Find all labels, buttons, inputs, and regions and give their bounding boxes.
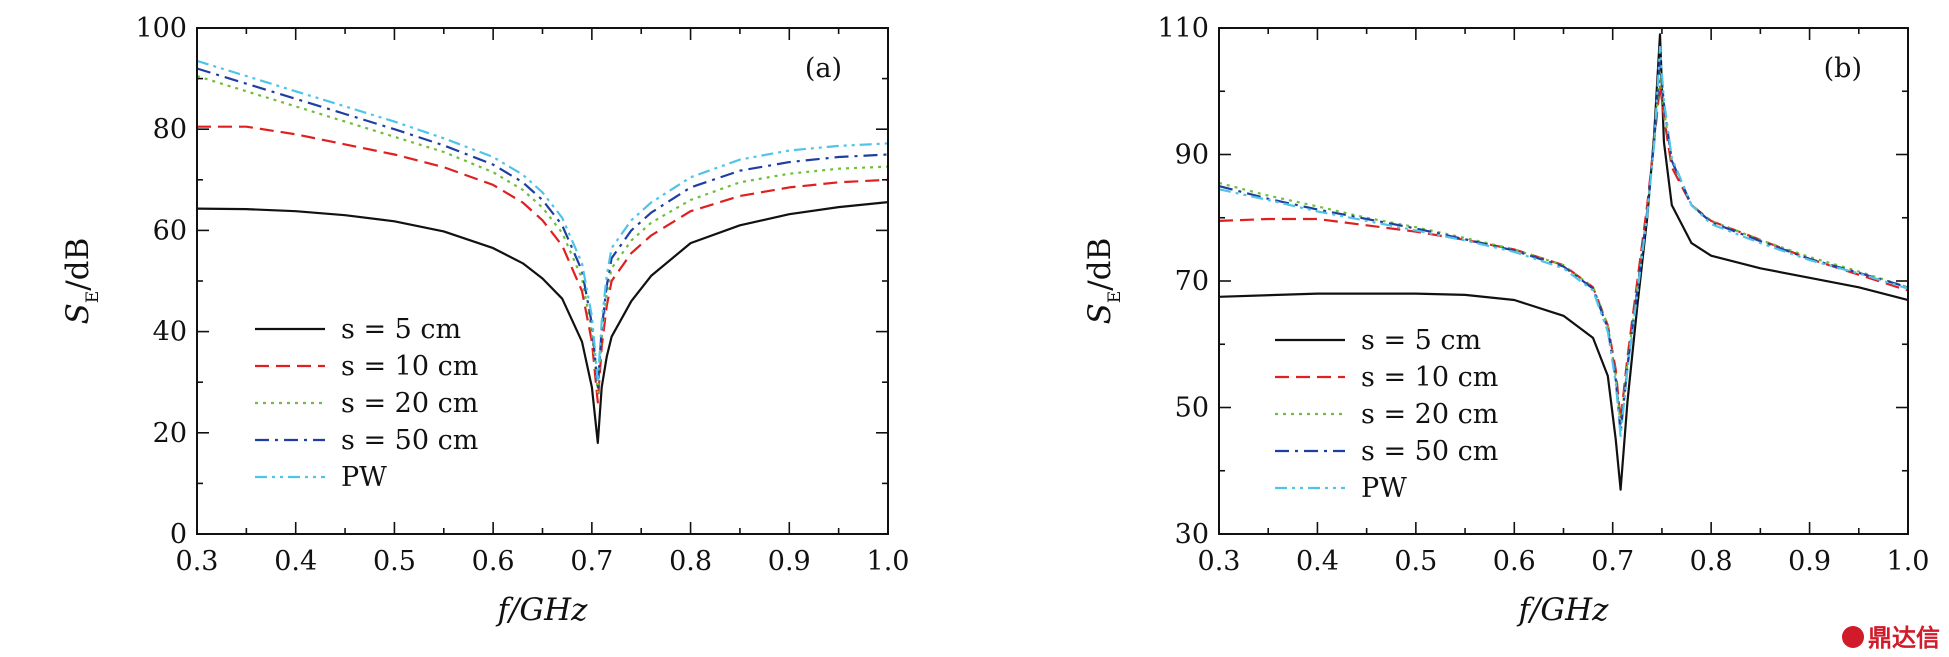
y-tick-label: 80 (153, 114, 187, 145)
y-tick-label: 110 (1157, 13, 1209, 44)
x-tick-label: 0.7 (570, 546, 613, 577)
series-line-1 (197, 125, 888, 404)
watermark-text: 鼎达信 (1868, 624, 1940, 652)
watermark-logo: 鼎达信 (1842, 624, 1940, 652)
legend-label: s = 5 cm (1361, 325, 1481, 356)
y-tick-label: 0 (170, 519, 187, 550)
legend-label: s = 10 cm (1361, 362, 1498, 393)
x-tick-label: 0.8 (669, 546, 712, 577)
series-line-4 (197, 59, 888, 384)
panel-a: 0.3 0.4 0.5 0.6 0.7 0.8 0.9 1.0 0 20 40 60 80 100 f/GH… (60, 13, 909, 628)
x-tick-label: 0.4 (274, 546, 317, 577)
x-tick-label: 0.3 (1198, 546, 1241, 577)
panel-b: 0.3 0.4 0.5 0.6 0.7 0.8 0.9 1.0 30 50 70 90 110 f/GHz… (1082, 13, 1929, 628)
y-axis-title: SE/dB (60, 238, 103, 325)
y-tick-label: 40 (153, 317, 187, 348)
legend-label: PW (341, 462, 387, 493)
panel-tag: (b) (1824, 53, 1862, 84)
legend: s = 5 cm s = 10 cm s = 20 cm s = 50 cm PW (1275, 325, 1498, 504)
y-tick-label: 60 (153, 215, 187, 246)
x-tick-label: 1.0 (867, 546, 910, 577)
x-tick-label: 0.7 (1591, 546, 1634, 577)
x-tick-label: 0.9 (768, 546, 811, 577)
legend-label: PW (1361, 473, 1407, 504)
series-line-1 (1219, 83, 1908, 422)
x-tick-label: 0.4 (1296, 546, 1339, 577)
watermark-logo-icon (1842, 626, 1864, 648)
x-axis-title: f/GHz (495, 592, 588, 628)
y-tick-label: 100 (135, 13, 187, 44)
series-line-0 (197, 201, 888, 444)
y-tick-label: 50 (1175, 393, 1209, 424)
legend-label: s = 5 cm (341, 314, 461, 345)
x-tick-label: 0.8 (1690, 546, 1733, 577)
series-line-4 (1219, 45, 1908, 438)
series-line-3 (197, 67, 888, 389)
legend-label: s = 50 cm (1361, 436, 1498, 467)
legend-label: s = 10 cm (341, 351, 478, 382)
y-tick-label: 30 (1175, 519, 1209, 550)
legend-label: s = 20 cm (1361, 399, 1498, 430)
y-tick-label: 70 (1175, 266, 1209, 297)
x-tick-label: 0.5 (373, 546, 416, 577)
panel-tag: (a) (805, 53, 842, 84)
series-group (197, 59, 888, 444)
series-line-2 (197, 75, 888, 394)
series-group (1219, 33, 1908, 491)
x-tick-label: 0.6 (1493, 546, 1536, 577)
legend: s = 5 cm s = 10 cm s = 20 cm s = 50 cm PW (255, 314, 478, 493)
plot-frame (196, 27, 889, 535)
x-tick-label: 0.6 (472, 546, 515, 577)
x-tick-label: 0.9 (1788, 546, 1831, 577)
x-tick-label: 1.0 (1887, 546, 1930, 577)
y-axis-title: SE/dB (1082, 238, 1125, 325)
legend-label: s = 50 cm (341, 425, 478, 456)
x-tick-label: 0.5 (1394, 546, 1437, 577)
series-line-2 (1219, 71, 1908, 428)
y-tick-label: 20 (153, 418, 187, 449)
plot-frame (1218, 27, 1909, 535)
x-tick-label: 0.3 (176, 546, 219, 577)
legend-label: s = 20 cm (341, 388, 478, 419)
y-tick-label: 90 (1175, 140, 1209, 171)
x-axis-title: f/GHz (1516, 592, 1609, 628)
series-line-0 (1219, 33, 1908, 491)
